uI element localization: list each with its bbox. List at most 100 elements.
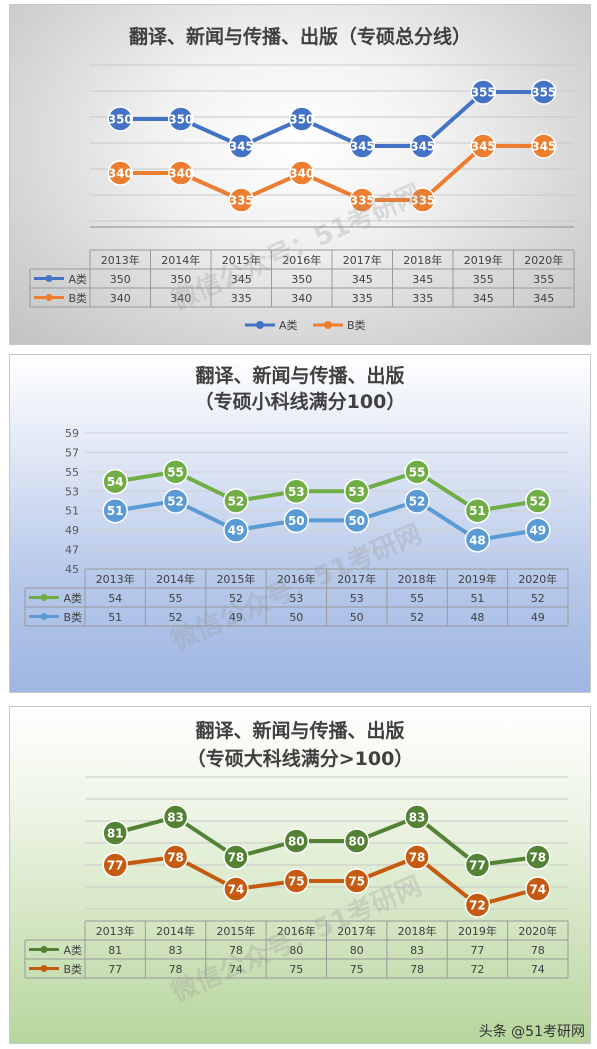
- y-tick-label: 49: [65, 524, 79, 537]
- table-value-cell: 77: [108, 963, 122, 976]
- table-value-cell: 83: [169, 944, 183, 957]
- data-label: 81: [107, 827, 124, 841]
- table-header-cell: 2015年: [216, 924, 255, 938]
- table-series-name: A类: [63, 591, 82, 605]
- table-value-cell: 350: [170, 273, 191, 286]
- data-point: [404, 459, 430, 485]
- data-point: [162, 804, 189, 830]
- chart-panel-large-subject: 翻译、新闻与传播、出版 （专硕大科线满分>100） 2013年 2014年 2015年 2…: [9, 706, 591, 1044]
- data-point: [525, 844, 551, 870]
- chart-panel-total: 翻译、新闻与传播、出版（专硕总分线） 2013年 2014年 2015年 2016年 20…: [9, 4, 591, 345]
- data-label: 335: [350, 194, 375, 208]
- data-point: [228, 187, 254, 213]
- table-value-cell: 50: [289, 611, 303, 624]
- data-label: 345: [410, 140, 435, 154]
- data-point: [228, 133, 254, 159]
- data-label: 355: [471, 86, 496, 100]
- table-header-cell: 2018年: [398, 572, 437, 586]
- table-value-cell: 355: [473, 273, 494, 286]
- data-point: [343, 478, 370, 505]
- chart-title-line-0: 翻译、新闻与传播、出版: [195, 719, 404, 742]
- data-point: [102, 497, 128, 524]
- data-point: [289, 106, 315, 132]
- data-table: 2013年 2014年 2015年 2016年 2017年 2018年 2019年 2020年…: [24, 568, 569, 627]
- y-tick-label: 57: [65, 446, 79, 459]
- table-value-cell: 78: [410, 963, 424, 976]
- table-header-cell: 2016年: [282, 253, 321, 267]
- table-value-cell: 52: [229, 592, 243, 605]
- data-point: [102, 468, 128, 495]
- chart-title-line-0: 翻译、新闻与传播、出版: [195, 364, 404, 387]
- data-label: 350: [168, 113, 193, 127]
- table-value-cell: 49: [229, 611, 243, 624]
- data-point: [283, 868, 310, 894]
- y-tick-label: 45: [65, 563, 79, 576]
- data-point: [531, 79, 557, 105]
- table-value-cell: 55: [169, 592, 183, 605]
- y-tick-label: 55: [65, 466, 79, 479]
- table-value-cell: 83: [410, 944, 424, 957]
- table-header-cell: 2016年: [277, 924, 316, 938]
- table-header-cell: 2018年: [403, 253, 442, 267]
- table-value-cell: 78: [531, 944, 545, 957]
- table-value-cell: 72: [470, 963, 484, 976]
- data-label: 83: [167, 811, 184, 825]
- chart-panel-small-subject: 翻译、新闻与传播、出版 （专硕小科线满分100） 45 47 49 51 53 55 57 59 2…: [9, 354, 591, 693]
- data-label: 78: [529, 851, 546, 865]
- table-value-cell: 74: [229, 963, 243, 976]
- table-series-name: B类: [68, 291, 87, 305]
- table-value-cell: 81: [108, 944, 122, 957]
- data-point: [107, 106, 133, 132]
- data-point: [102, 820, 128, 846]
- data-point: [343, 507, 370, 534]
- data-point: [223, 876, 249, 902]
- table-value-cell: 77: [470, 944, 484, 957]
- table-legend-marker: [40, 613, 48, 620]
- table-series-name: B类: [63, 610, 82, 624]
- data-point: [349, 133, 375, 159]
- chart-title-line-1: （专硕大科线满分>100）: [187, 747, 414, 770]
- data-label: 340: [108, 167, 133, 181]
- data-point: [410, 133, 436, 159]
- data-point: [464, 892, 491, 918]
- table-value-cell: 51: [108, 611, 122, 624]
- table-value-cell: 52: [531, 592, 545, 605]
- table-value-cell: 78: [169, 963, 183, 976]
- data-label: 345: [471, 140, 496, 154]
- data-point: [223, 517, 249, 543]
- data-label: 78: [228, 851, 245, 865]
- table-header-cell: 2015年: [222, 253, 261, 267]
- table-legend-marker: [45, 294, 53, 301]
- data-label: 83: [409, 811, 426, 825]
- data-label: 53: [348, 485, 365, 499]
- table-legend-marker: [40, 946, 48, 953]
- table-value-cell: 345: [412, 273, 433, 286]
- data-point: [404, 844, 430, 870]
- data-label: 335: [410, 194, 435, 208]
- footer-credit: 头条 @51考研网: [478, 1024, 585, 1040]
- table-value-cell: 335: [412, 292, 433, 305]
- data-label: 345: [350, 140, 375, 154]
- y-tick-label: 51: [65, 505, 79, 518]
- data-label: 53: [288, 485, 305, 499]
- table-value-cell: 55: [410, 592, 424, 605]
- data-point: [404, 804, 430, 830]
- data-label: 52: [228, 495, 245, 509]
- table-value-cell: 80: [289, 944, 303, 957]
- table-legend-marker: [40, 965, 48, 972]
- data-point: [470, 133, 496, 159]
- data-label: 340: [168, 167, 193, 181]
- data-label: 77: [469, 859, 486, 873]
- table-value-cell: 49: [531, 611, 545, 624]
- table-header-cell: 2019年: [458, 572, 497, 586]
- table-header-cell: 2016年: [277, 572, 316, 586]
- data-point: [464, 852, 491, 878]
- data-point: [464, 497, 491, 524]
- table-header-cell: 2013年: [96, 572, 135, 586]
- data-label: 350: [108, 113, 133, 127]
- data-label: 72: [469, 899, 486, 913]
- table-value-cell: 48: [470, 611, 484, 624]
- table-value-cell: 80: [350, 944, 364, 957]
- data-label: 54: [107, 475, 124, 489]
- y-tick-label: 47: [65, 544, 79, 557]
